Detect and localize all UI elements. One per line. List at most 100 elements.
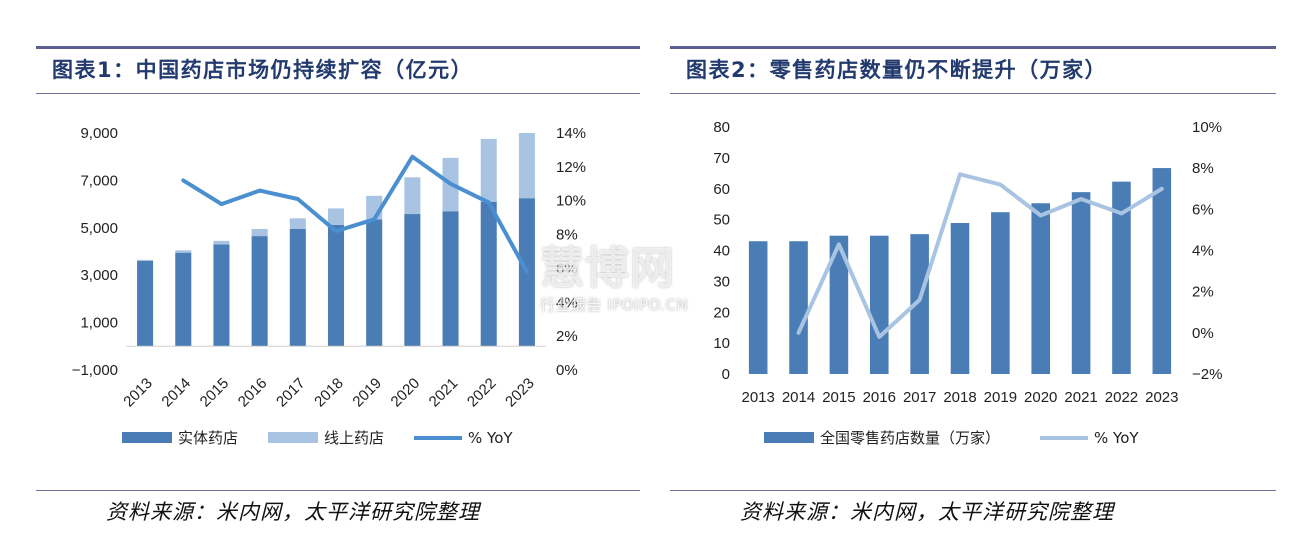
chart-right: 80 70 60 50 40 30 20 10 0 10% 8% 6% 4% 2% 0% −2% 2013 201… — [713, 119, 1222, 447]
bar — [789, 241, 808, 374]
x-tick-label: 2021 — [426, 375, 462, 411]
bar — [137, 259, 154, 261]
bar — [404, 214, 421, 347]
x-tick-label: 2013 — [120, 375, 156, 411]
x-tick-label: 2017 — [273, 375, 309, 411]
y-right-tick-label: 0% — [556, 362, 578, 379]
y-left-tick-label: 60 — [713, 181, 730, 198]
bar — [289, 228, 306, 347]
bar — [829, 235, 849, 374]
y-left-tick-label: 50 — [713, 212, 730, 229]
y-left-tick-label: 30 — [713, 273, 730, 290]
bar — [175, 250, 192, 253]
y-left-tick-label: 5,000 — [80, 220, 118, 237]
y-left-tick-label: 9,000 — [80, 125, 118, 142]
bar — [910, 234, 929, 374]
y-right-tick-label: 10% — [1192, 119, 1222, 136]
x-tick-label: 2018 — [943, 389, 976, 406]
x-tick-label: 2016 — [235, 375, 271, 411]
y-right-tick-label: 4% — [556, 294, 578, 311]
bar — [251, 228, 268, 237]
legend-label: % YoY — [468, 429, 513, 447]
bar — [327, 208, 345, 225]
x-tick-label: 2020 — [388, 375, 424, 411]
y-right-tick-label: 0% — [1192, 325, 1214, 342]
bar — [1031, 203, 1051, 374]
x-tick-label: 2022 — [1105, 389, 1138, 406]
bar — [442, 211, 459, 347]
top-rule — [670, 46, 1276, 49]
legend-bar-swatch — [268, 432, 318, 443]
x-tick-label: 2021 — [1064, 389, 1097, 406]
y-right-tick-label: 2% — [1192, 284, 1214, 301]
bar — [213, 244, 230, 347]
bar — [251, 236, 268, 347]
bar — [869, 235, 889, 374]
y-left-tick-label: 70 — [713, 150, 730, 167]
chart-title-right: 图表2：零售药店数量仍不断提升（万家） — [686, 58, 1108, 82]
bar — [748, 241, 768, 374]
y-right-tick-label: 6% — [556, 260, 578, 277]
bar — [518, 133, 535, 199]
chart-panel-right: 图表2：零售药店数量仍不断提升（万家） 80 70 60 50 40 30 20 10 0 10%… — [670, 0, 1276, 545]
x-tick-label: 2015 — [197, 375, 233, 411]
y-left-tick-label: −1,000 — [72, 362, 118, 379]
x-tick-label: 2015 — [822, 389, 855, 406]
bar — [1071, 192, 1091, 374]
legend-bar-swatch — [122, 432, 172, 443]
x-tick-label: 2023 — [502, 375, 538, 411]
bar — [950, 223, 970, 374]
bar — [289, 218, 306, 229]
y-right-tick-label: 6% — [1192, 201, 1214, 218]
y-right-tick-label: −2% — [1192, 366, 1222, 383]
y-right-tick-label: 4% — [1192, 243, 1214, 260]
bar — [175, 252, 192, 347]
x-tick-label: 2019 — [984, 389, 1017, 406]
chart-panel-left: 图表1：中国药店市场仍持续扩容（亿元） 9,000 7,000 5,000 3,000… — [36, 0, 640, 545]
chart-left: 9,000 7,000 5,000 3,000 1,000 −1,000 14% 12% 10%… — [72, 125, 586, 447]
legend-label: 实体药店 — [178, 429, 238, 447]
x-tick-label: 2023 — [1145, 389, 1178, 406]
x-tick-label: 2013 — [741, 389, 774, 406]
y-left-tick-label: 1,000 — [80, 315, 118, 332]
chart-title-left: 图表1：中国药店市场仍持续扩容（亿元） — [52, 58, 474, 82]
series-line — [796, 172, 1164, 339]
x-tick-label: 2016 — [863, 389, 896, 406]
series-line — [181, 154, 529, 274]
y-left-tick-label: 20 — [713, 304, 730, 321]
top-rule — [36, 46, 640, 49]
y-left-tick-label: 80 — [713, 119, 730, 136]
y-left-tick-label: 3,000 — [80, 267, 118, 284]
bottom-rule — [670, 490, 1276, 491]
bar — [327, 224, 345, 347]
legend-bar-swatch — [764, 432, 814, 443]
legend-label: % YoY — [1094, 429, 1139, 447]
x-tick-label: 2022 — [464, 375, 500, 411]
x-tick-label: 2018 — [311, 375, 347, 411]
x-tick-label: 2017 — [903, 389, 936, 406]
legend-label: 线上药店 — [324, 429, 384, 447]
y-right-tick-label: 14% — [556, 125, 586, 142]
y-right-tick-label: 2% — [556, 328, 578, 345]
bar — [213, 240, 230, 245]
y-left-tick-label: 7,000 — [80, 172, 118, 189]
bar — [480, 138, 497, 202]
x-tick-label: 2014 — [782, 389, 815, 406]
y-right-tick-label: 12% — [556, 159, 586, 176]
bar — [991, 212, 1010, 374]
bottom-rule — [36, 490, 640, 491]
title-rule — [36, 93, 640, 94]
bar — [404, 177, 421, 215]
bar — [366, 219, 383, 347]
y-right-tick-label: 8% — [1192, 160, 1214, 177]
x-tick-label: 2020 — [1024, 389, 1057, 406]
x-tick-label: 2019 — [349, 375, 385, 411]
y-left-tick-label: 40 — [713, 243, 730, 260]
source-note-left: 资料来源：米内网，太平洋研究院整理 — [106, 500, 480, 524]
bar — [1112, 181, 1131, 374]
bar — [1152, 168, 1172, 374]
source-note-right: 资料来源：米内网，太平洋研究院整理 — [740, 500, 1114, 524]
y-right-tick-label: 10% — [556, 193, 586, 210]
bar — [137, 260, 154, 347]
x-tick-label: 2014 — [158, 375, 194, 411]
